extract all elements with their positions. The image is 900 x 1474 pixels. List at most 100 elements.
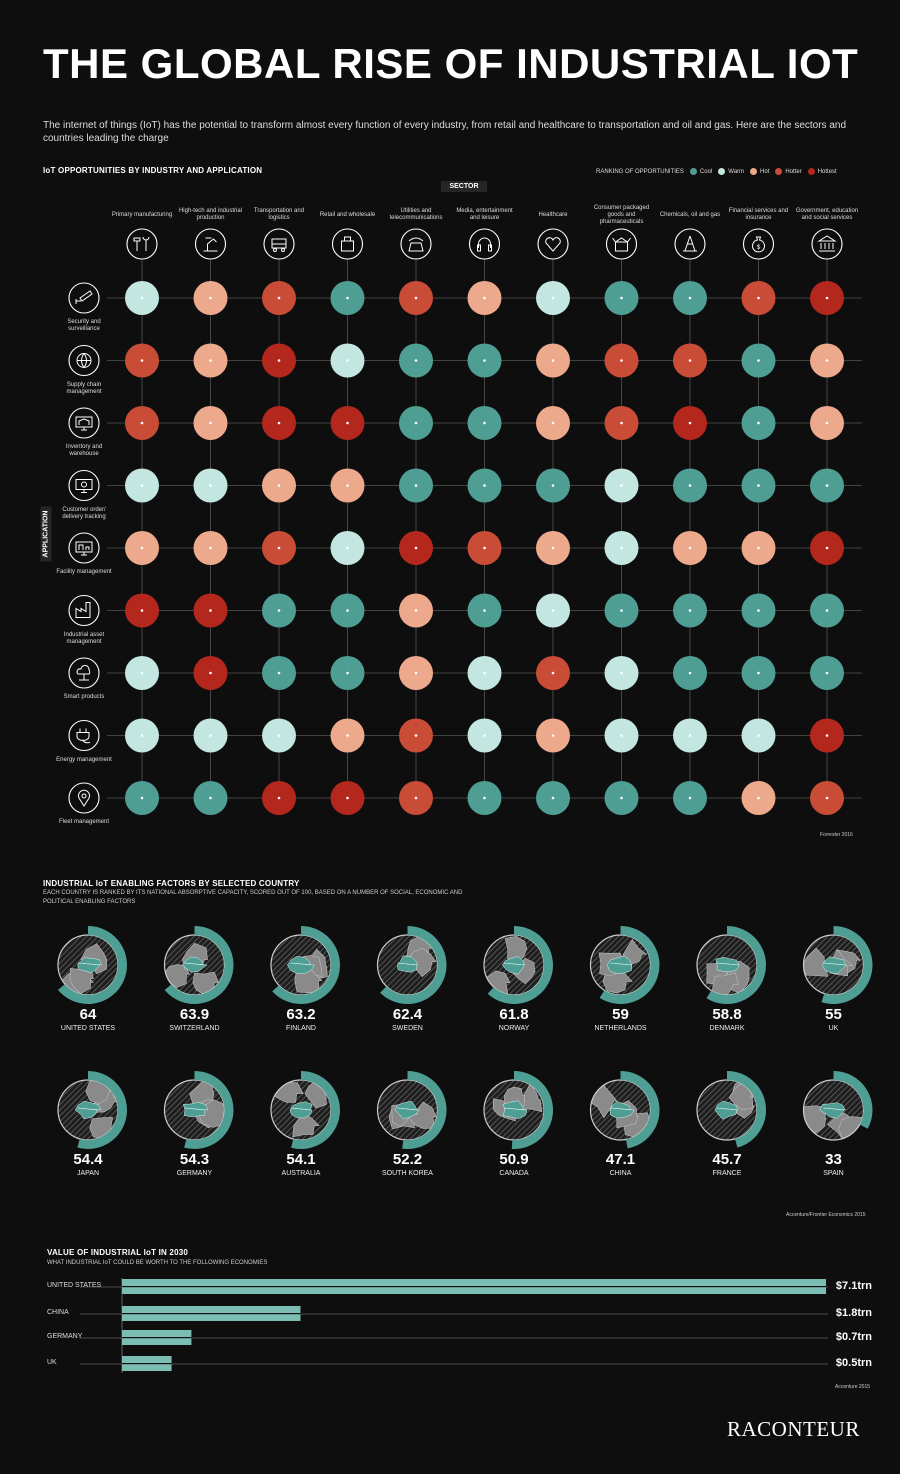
legend-label: Hot [760,168,770,175]
country-name: NETHERLANDS [594,1025,647,1032]
country-map [590,1085,651,1139]
score-arc [821,926,873,1004]
sector-label: Healthcare [538,211,568,218]
legend-item: Hot [750,168,769,175]
heatmap-cell [673,343,707,378]
heatmap-cell [193,718,228,753]
country-name: FRANCE [712,1170,742,1177]
heatmap-cell [399,718,433,753]
country-gauge [376,1071,447,1149]
score-arc [511,1071,553,1149]
legend-swatch [775,168,783,175]
country-score: 61.8 [499,1006,529,1023]
location-pin-icon [68,782,100,814]
heatmap-cell [467,281,502,315]
country-score: 52.2 [392,1151,423,1168]
heatmap-cell [399,531,433,565]
heatmap-cell [399,281,433,315]
country-map [164,942,219,995]
country-score-label: 54.3 GERMANY [147,1151,243,1177]
country-map [598,939,648,994]
value-bar-chart [80,1278,828,1373]
country-map [182,1080,225,1129]
heatmap-cell [810,531,844,565]
heatmap-cell [673,531,707,565]
tools-icon [126,228,158,260]
heatmap-cell [399,781,433,815]
bar-category-label: UNITED STATES [47,1282,102,1289]
heatmap-cell [810,593,844,628]
heatmap-cell [673,281,707,315]
raconteur-logo: RACONTEUR [727,1417,860,1441]
country-score: 58.8 [712,1006,742,1023]
heatmap-cell [741,718,776,753]
score-arc [272,926,340,1004]
sector-label: Government, education and social service… [795,208,859,221]
heatmap-cell [810,781,844,815]
heatmap-cell [604,656,639,690]
country-name: SWITZERLAND [169,1025,220,1032]
heatmap-cell [536,281,570,315]
legend-swatch [689,168,697,175]
cloud-network-icon [68,657,100,689]
heatmap-cell [673,593,707,628]
legend-swatch [750,168,758,175]
country-score: 63.2 [286,1006,316,1023]
country-score: 63.9 [179,1006,210,1023]
country-score: 54.1 [286,1151,316,1168]
country-score-label: 50.9 CANADA [466,1151,562,1177]
country-gauge [802,926,873,1004]
sector-label: Retail and wholesale [319,211,376,218]
heatmap-cell [125,468,159,503]
bar-center-line [122,1286,826,1288]
sector-axis-label: SECTOR [441,181,487,192]
heatmap-cell [536,781,570,815]
heatmap-cell [741,406,776,440]
heatmap-cell [125,656,159,690]
bar-value-label: $0.5trn [835,1357,872,1369]
section1-source: Forrester 2016 [820,832,853,838]
application-label: Inventory and warehouse [65,444,103,457]
facility-screen-icon [68,532,100,564]
svg-text:$: $ [757,245,761,251]
heatmap-cell [399,593,433,628]
country-map [803,947,861,977]
country-score-label: 62.4 SWEDEN [360,1006,456,1032]
country-gauge [163,1071,234,1149]
country-map [388,1100,437,1130]
country-score: 55 [825,1006,842,1023]
heatmap-cell [330,343,365,378]
country-gauges [57,926,873,1149]
country-gauge [376,926,447,1004]
legend-label: Hottest [817,168,837,175]
sector-label: Financial services and insurance [728,208,789,221]
score-arc [402,1071,447,1149]
heatmap-cell [193,781,228,815]
money-bag-icon: $ [742,228,775,260]
warehouse-monitor-icon [68,407,100,439]
heatmap-cell [741,531,776,565]
country-score-label: 64 UNITED STATES [40,1006,136,1032]
country-map [492,1082,543,1122]
heatmap-cell [467,656,502,690]
heatmap-cell [467,406,502,440]
box-icon [605,228,638,260]
country-gauge [483,1071,553,1149]
country-map [397,936,437,978]
heatmap-cell [262,468,296,503]
heatmap-cell [125,281,159,315]
heatmap-cell [125,718,159,753]
bar-center-line [122,1337,192,1339]
country-map [714,1080,755,1120]
country-name: UK [828,1025,839,1032]
shopping-bag-icon [331,228,364,260]
heatmap-cell [673,781,707,815]
heatmap-cell [125,406,159,440]
heatmap-cell [330,781,365,815]
bar-value-label: $7.1trn [835,1280,872,1292]
heatmap-cell [810,468,844,503]
score-arc [599,926,660,1004]
heatmap-cell [536,531,570,565]
heatmap-cell [810,343,844,378]
country-gauge [802,1071,873,1141]
